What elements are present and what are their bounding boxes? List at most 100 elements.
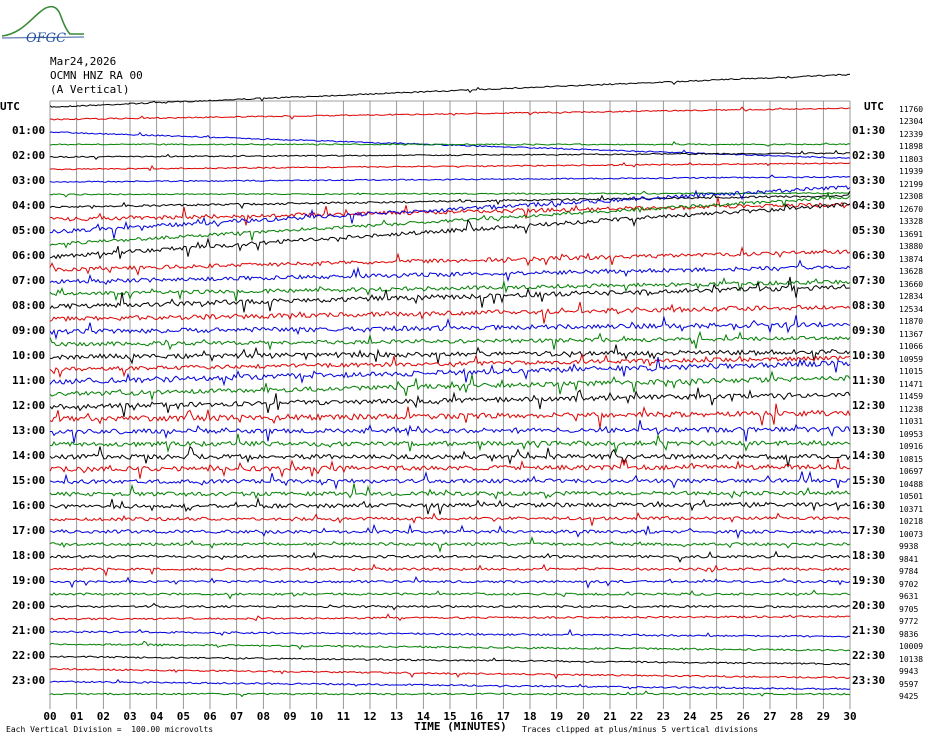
- x-tick-label: 22: [630, 710, 644, 723]
- seismic-trace: [49, 202, 851, 260]
- hour-label-right: 23:30: [852, 673, 886, 687]
- hour-label-left: 23:00: [12, 673, 46, 687]
- x-tick-label: 15: [443, 710, 457, 723]
- seismic-trace: [49, 185, 851, 239]
- x-tick-label: 21: [603, 710, 617, 723]
- hour-label-right: 18:30: [852, 548, 886, 562]
- trace-count-label: 10501: [899, 492, 924, 502]
- trace-count-label: 11367: [899, 329, 924, 339]
- x-tick-label: 24: [683, 710, 697, 723]
- trace-count-label: 10953: [899, 429, 924, 439]
- hour-label-left: 19:00: [12, 573, 46, 587]
- seismic-trace: [49, 640, 851, 652]
- trace-count-label: 10073: [899, 529, 924, 539]
- x-tick-label: 10: [310, 710, 324, 723]
- hour-label-left: 22:00: [12, 648, 46, 662]
- hour-label-right: 21:30: [852, 623, 886, 637]
- seismic-trace: [49, 628, 851, 638]
- x-tick-label: 09: [283, 710, 297, 723]
- x-tick-label: 00: [43, 710, 57, 723]
- x-tick-label: 20: [576, 710, 590, 723]
- seismic-trace: [49, 690, 851, 698]
- seismic-trace: [49, 357, 851, 387]
- x-tick-label: 18: [523, 710, 537, 723]
- trace-count-label: 13880: [899, 242, 924, 252]
- trace-count-label: 9784: [899, 567, 919, 577]
- hour-label-right: 20:30: [852, 598, 886, 612]
- seismic-trace: [49, 197, 851, 226]
- seismic-trace: [49, 277, 851, 302]
- x-tick-label: 29: [816, 710, 830, 723]
- trace-count-label: 11459: [899, 392, 924, 402]
- trace-count-label: 9943: [899, 667, 919, 677]
- hour-label-right: 06:30: [852, 248, 886, 262]
- seismic-trace: [49, 523, 851, 540]
- seismic-trace: [49, 344, 851, 365]
- hour-label-right: 13:30: [852, 423, 886, 437]
- trace-count-label: 9702: [899, 579, 919, 589]
- hour-label-left: 10:00: [12, 348, 46, 362]
- seismic-trace: [49, 301, 851, 324]
- x-tick-label: 12: [363, 710, 377, 723]
- seismic-trace: [49, 678, 851, 691]
- trace-count-label: 12534: [899, 304, 924, 314]
- x-tick-label: 08: [256, 710, 270, 723]
- hour-label-right: 14:30: [852, 448, 886, 462]
- trace-count-label: 12834: [899, 292, 924, 302]
- hour-label-left: 16:00: [12, 498, 46, 512]
- hour-label-left: 14:00: [12, 448, 46, 462]
- station-channel: OCMN HNZ RA 00: [50, 69, 143, 82]
- trace-count-label: 13874: [899, 254, 924, 264]
- hour-label-right: 22:30: [852, 648, 886, 662]
- hour-label-left: 03:00: [12, 173, 46, 187]
- seismic-trace: [49, 352, 851, 379]
- x-tick-label: 16: [470, 710, 484, 723]
- logo-curve: [1, 5, 84, 37]
- trace-count-label: 9841: [899, 554, 919, 564]
- hour-label-right: 16:30: [852, 498, 886, 512]
- seismic-trace: [49, 576, 851, 589]
- trace-count-label: 12199: [899, 179, 924, 189]
- hour-label-left: 11:00: [12, 373, 46, 387]
- seismic-trace: [49, 536, 851, 554]
- trace-count-label: 10959: [899, 354, 924, 364]
- x-tick-label: 04: [150, 710, 164, 723]
- logo-underline: [1, 36, 85, 39]
- x-tick-label: 02: [96, 710, 110, 723]
- trace-count-label: 10916: [899, 442, 924, 452]
- hour-label-left: 12:00: [12, 398, 46, 412]
- utc-header-right: UTC: [864, 100, 884, 113]
- hour-label-right: 02:30: [852, 148, 886, 162]
- trace-count-label: 10009: [899, 642, 924, 652]
- seismic-trace: [49, 403, 851, 429]
- hour-label-right: 04:30: [852, 198, 886, 212]
- trace-count-label: 11238: [899, 404, 924, 414]
- x-tick-label: 05: [176, 710, 190, 723]
- trace-count-label: 11015: [899, 367, 924, 377]
- x-tick-label: 19: [550, 710, 564, 723]
- utc-header-left: UTC: [0, 100, 20, 113]
- hour-label-right: 03:30: [852, 173, 886, 187]
- trace-count-label: 10488: [899, 479, 924, 489]
- seismic-trace: [49, 613, 850, 622]
- seismic-trace: [49, 315, 851, 341]
- trace-count-label: 11803: [899, 154, 924, 164]
- hour-label-right: 09:30: [852, 323, 886, 337]
- seismic-trace: [50, 419, 851, 443]
- seismic-trace: [49, 457, 851, 479]
- seismic-trace: [49, 602, 851, 611]
- seismic-trace: [49, 190, 851, 198]
- x-tick-label: 30: [843, 710, 857, 723]
- hour-label-right: 08:30: [852, 298, 886, 312]
- x-tick-label: 07: [230, 710, 244, 723]
- seismic-trace: [49, 550, 851, 563]
- trace-count-label: 11939: [899, 167, 924, 177]
- seismic-trace: [49, 73, 851, 108]
- seismic-trace: [49, 563, 851, 577]
- trace-count-label: 10815: [899, 454, 924, 464]
- seismic-trace: [49, 483, 851, 500]
- trace-count-label: 9836: [899, 629, 919, 639]
- seismic-trace: [49, 245, 851, 277]
- hour-label-right: 15:30: [852, 473, 886, 487]
